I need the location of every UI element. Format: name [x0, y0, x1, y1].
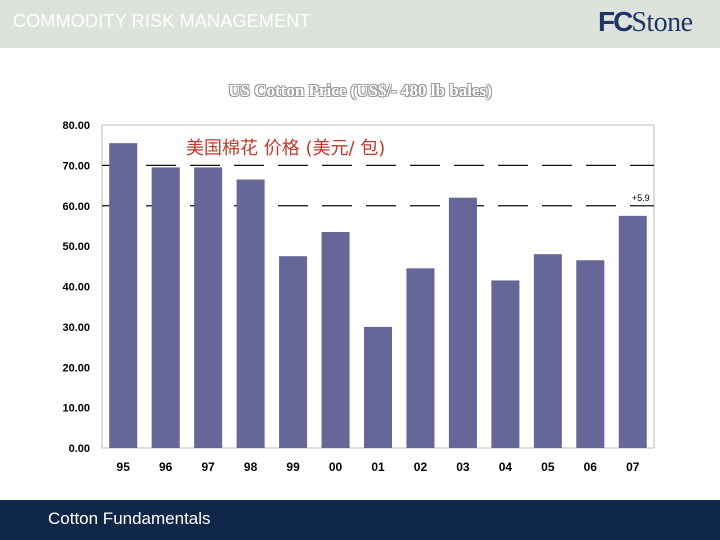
bar	[321, 231, 350, 448]
x-tick-label: 00	[329, 460, 343, 474]
x-tick-label: 07	[626, 460, 640, 474]
bar	[406, 268, 435, 448]
bar-chart: 0.00 10.00 20.00 30.00 40.00 50.00 60.00 70.00 8…	[62, 120, 655, 474]
header-title: COMMODITY RISK MANAGEMENT	[13, 11, 311, 31]
y-tick-label: 70.00	[62, 160, 90, 172]
bar	[576, 260, 605, 448]
bar	[491, 280, 520, 448]
x-tick-label: 97	[201, 460, 215, 474]
header-bar: COMMODITY RISK MANAGEMENT FCStone	[0, 0, 720, 48]
y-tick-label: 40.00	[62, 282, 90, 294]
bar	[533, 254, 562, 448]
y-tick-label: 0.00	[69, 443, 90, 455]
bar	[363, 326, 393, 448]
x-tick-label: 96	[159, 460, 173, 474]
x-tick-label: 06	[584, 460, 598, 474]
x-tick-label: 98	[244, 460, 258, 474]
annotation-label: +5.9	[632, 193, 650, 203]
x-tick-label: 05	[541, 460, 555, 474]
y-tick-label: 20.00	[62, 362, 90, 374]
x-tick-label: 04	[499, 460, 513, 474]
chart-subtitle: 美国棉花 价格 (美元/ 包)	[186, 138, 386, 159]
x-tick-label: 95	[117, 460, 131, 474]
bar	[618, 215, 647, 448]
y-tick-label: 80.00	[62, 120, 90, 132]
bar	[194, 167, 223, 449]
y-tick-label: 30.00	[62, 322, 90, 334]
x-tick-label: 99	[286, 460, 300, 474]
footer-text: Cotton Fundamentals	[48, 509, 211, 528]
footer-bar: Cotton Fundamentals	[0, 500, 720, 540]
chart-title: US Cotton Price (US$/- 480 lb bales)	[228, 81, 492, 100]
bar	[279, 256, 308, 448]
bar	[151, 167, 180, 449]
fcstone-logo: FCStone	[598, 6, 693, 38]
bar	[236, 179, 265, 448]
x-tick-label: 01	[371, 460, 385, 474]
y-tick-label: 10.00	[62, 403, 90, 415]
x-tick-label: 03	[456, 460, 470, 474]
bar	[448, 197, 477, 448]
y-tick-label: 60.00	[62, 201, 90, 213]
x-tick-label: 02	[414, 460, 428, 474]
y-tick-label: 50.00	[62, 241, 90, 253]
bar	[109, 143, 138, 448]
